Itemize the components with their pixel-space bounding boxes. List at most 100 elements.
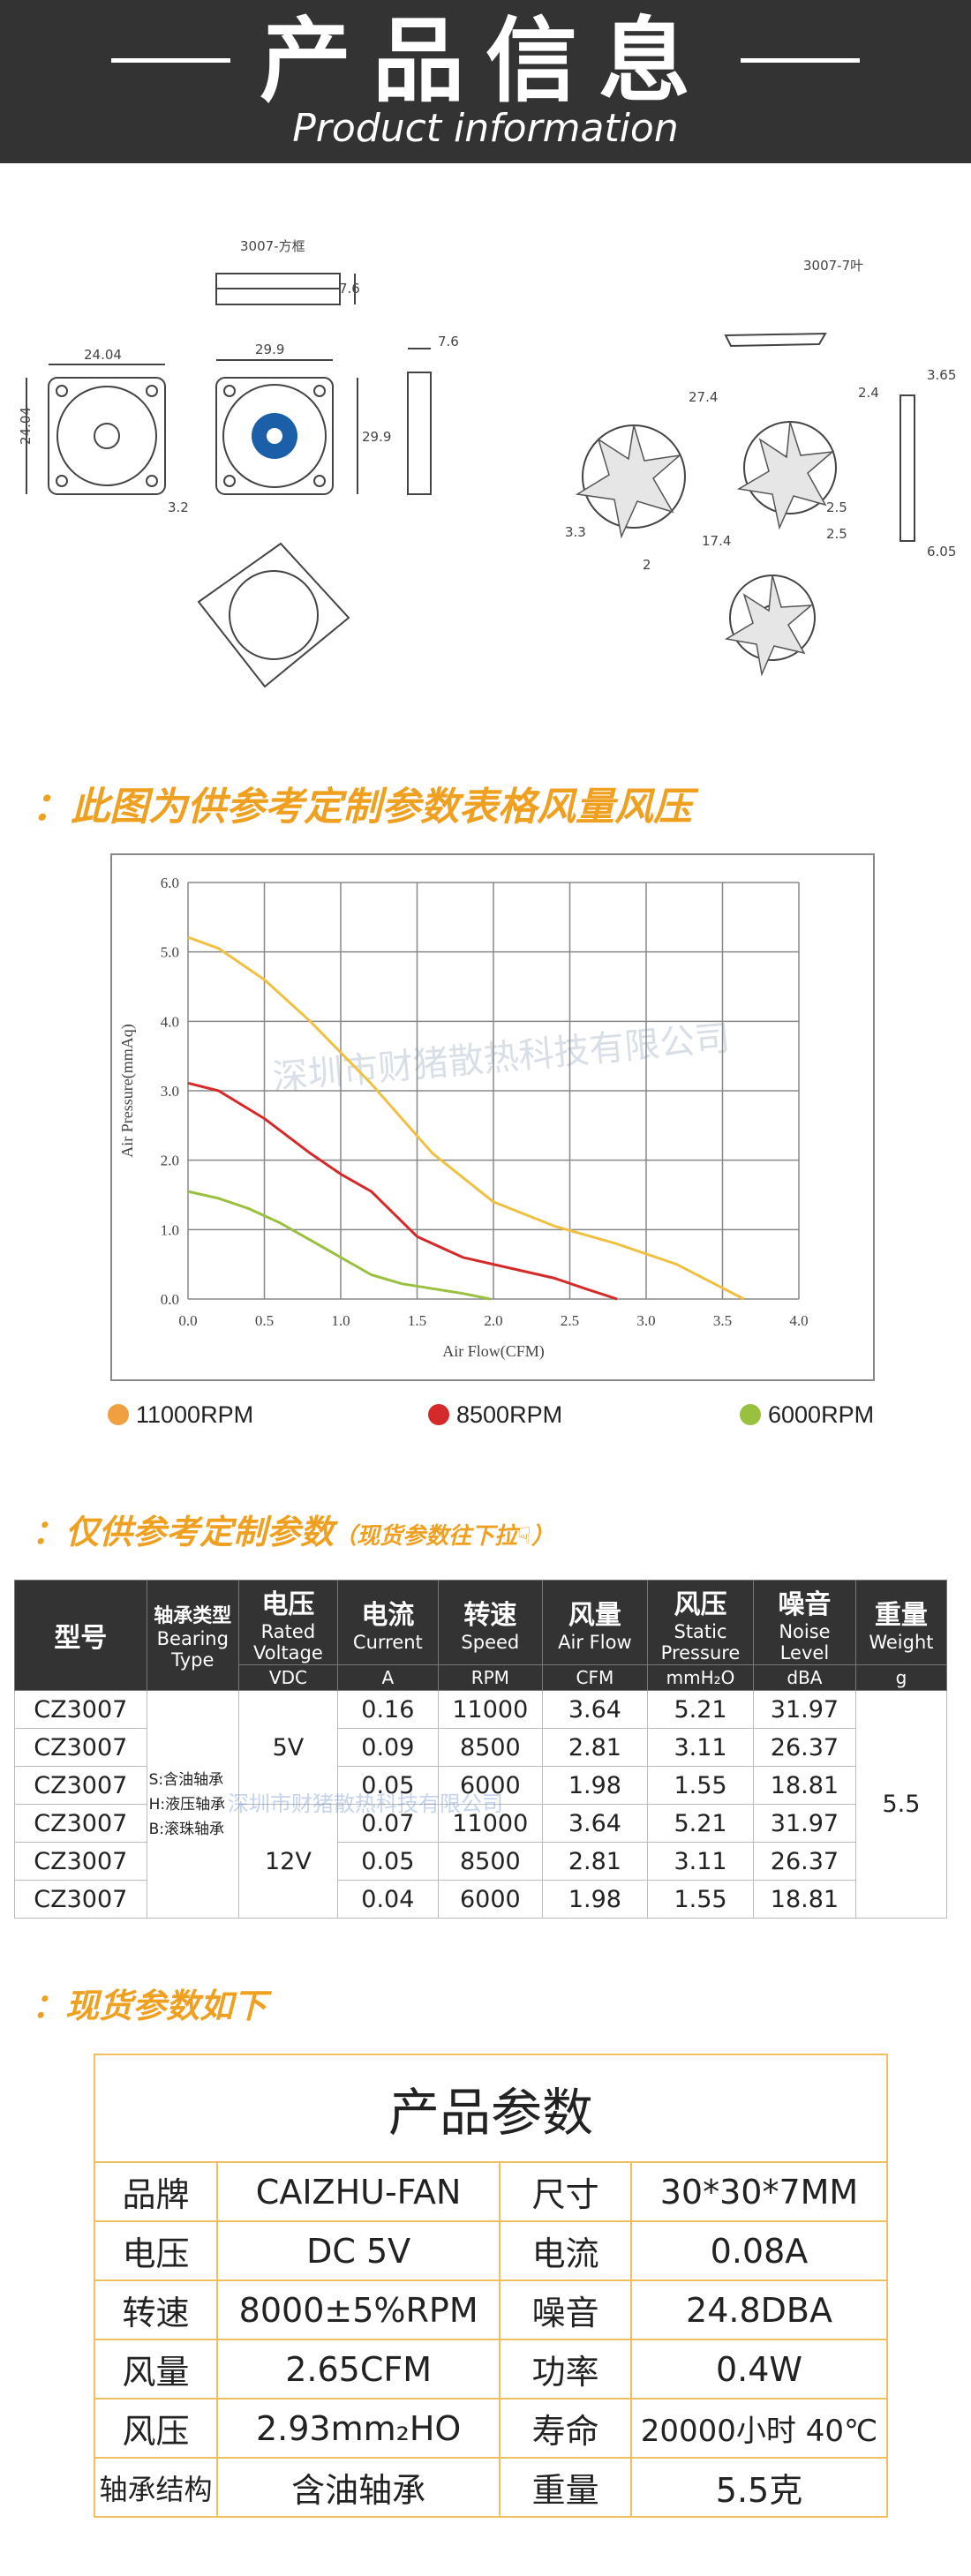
y-tick-label: 2.0	[161, 1153, 179, 1169]
blade-profile-view	[899, 394, 915, 542]
voltage-cell: 12V	[237, 1804, 338, 1919]
table-row: 风量 2.65CFM 功率 0.4W	[94, 2339, 889, 2400]
section-title: 此图为供参考定制参数表格风量风压	[71, 785, 692, 830]
blade-label: 3007-7叶	[803, 258, 863, 274]
frame-iso-view	[197, 542, 350, 688]
y-axis-label: Air Pressure(mmAq)	[118, 1024, 137, 1157]
unit-label: RPM	[437, 1664, 543, 1691]
y-tick-label: 1.0	[161, 1221, 179, 1238]
col-header-noise: 噪音 Noise Level	[753, 1580, 856, 1665]
stock-table-title: 产品参数	[94, 2054, 888, 2163]
col-header-voltage: 电压 Rated Voltage	[237, 1580, 338, 1665]
blade-shape	[575, 424, 682, 539]
fan-side-view	[407, 372, 432, 495]
legend-dot	[740, 1404, 761, 1425]
x-tick-label: 2.5	[561, 1312, 579, 1329]
series-line-8500RPM	[187, 1081, 618, 1301]
unit-label: mmH₂O	[646, 1664, 755, 1691]
series-line-11000RPM	[187, 935, 745, 1301]
dim-label: 24.04	[84, 347, 122, 363]
page-subtitle: Product information	[292, 106, 679, 151]
section-heading-stock: ：现货参数如下	[32, 1986, 267, 2025]
section-title: 现货参数如下	[65, 1986, 267, 2025]
series-line-6000RPM	[187, 1190, 491, 1301]
col-header-speed: 转速 Speed	[437, 1580, 543, 1665]
bearing-types-cell: S:含油轴承 H:液压轴承 B:滚珠轴承	[146, 1690, 239, 1919]
pq-chart-svg: 0.0 0.5 1.0 1.5 2.0 2.5 3.0 3.5 4.0 0.0 1.0 2.0 3.0 4…	[110, 853, 875, 1381]
col-header-weight: 重量 Weight	[854, 1580, 948, 1665]
table-row: 轴承结构 含油轴承 重量 5.5克	[94, 2457, 889, 2518]
x-tick-label: 1.5	[408, 1312, 426, 1329]
col-header-current: 电流 Current	[336, 1580, 439, 1665]
hand-pointer-icon: ☟）	[517, 1523, 554, 1550]
frame-front-view	[48, 377, 166, 495]
table-row: CZ3007 S:含油轴承 H:液压轴承 B:滚珠轴承 5V 0.16 1100…	[14, 1690, 948, 1919]
table-row: 风压 2.93mm₂HO 寿命 20000小时 40℃	[94, 2398, 889, 2459]
legend-item-8500: 8500RPM	[428, 1401, 562, 1429]
page-title: 产品信息	[259, 7, 711, 115]
x-tick-label: 1.0	[331, 1312, 350, 1329]
y-tick-label: 6.0	[161, 875, 179, 891]
technical-drawings: 3007-方框 3007-7叶 24.04 24.04 29.9 29.9 7.…	[18, 238, 956, 688]
header-banner: 产品信息 Product information	[0, 0, 971, 163]
dim-label: 2	[643, 557, 651, 573]
dim-label: 17.4	[702, 533, 731, 549]
legend-item-11000: 11000RPM	[108, 1401, 253, 1429]
x-axis-label: Air Flow(CFM)	[442, 1342, 545, 1361]
dim-label: 7.6	[438, 334, 459, 349]
fan-front-view	[215, 377, 334, 495]
legend-dot	[428, 1404, 449, 1425]
table-row: CZ3007 0.04 6000 1.98 1.55 18.81	[14, 1880, 947, 1919]
table-row: 转速 8000±5%RPM 噪音 24.8DBA	[94, 2279, 889, 2340]
dim-label: 29.9	[255, 342, 284, 357]
table-row: 电压 DC 5V 电流 0.08A	[94, 2220, 889, 2281]
dim-label: 24.04	[18, 407, 34, 445]
unit-label: CFM	[541, 1664, 648, 1691]
section-title: 仅供参考定制参数	[65, 1513, 335, 1551]
col-header-bearing: 轴承类型 Bearing Type	[146, 1580, 239, 1691]
dim-label: 2.4	[858, 385, 879, 401]
x-tick-label: 4.0	[789, 1312, 808, 1329]
x-tick-label: 3.5	[713, 1312, 732, 1329]
dim-label: 2.5	[826, 499, 847, 515]
unit-label: A	[336, 1664, 439, 1691]
unit-label: VDC	[237, 1664, 338, 1691]
blade-side-view	[724, 332, 827, 348]
chart-frame	[110, 853, 875, 1381]
x-tick-label: 3.0	[636, 1312, 655, 1329]
col-header-model: 型号	[14, 1580, 147, 1691]
dim-label: 3.65	[927, 367, 956, 383]
y-tick-label: 5.0	[161, 944, 179, 961]
header-left-line	[111, 58, 230, 63]
table-row: CZ3007 0.05 8500 2.81 3.11 26.37	[14, 1842, 947, 1881]
table-row: 品牌 CAIZHU-FAN 尺寸 30*30*7MM	[94, 2161, 889, 2222]
legend-item-6000: 6000RPM	[740, 1401, 874, 1429]
weight-cell: 5.5	[854, 1690, 948, 1919]
col-header-pressure: 风压 Static Pressure	[646, 1580, 755, 1665]
x-tick-label: 0.0	[178, 1312, 197, 1329]
y-tick-label: 4.0	[161, 1013, 179, 1030]
table-watermark: 深圳市财猪散热科技有限公司	[228, 1791, 503, 1816]
dim-label: 29.9	[362, 429, 391, 445]
unit-label: g	[854, 1664, 948, 1691]
section-heading-chart: ：此图为供参考定制参数表格风量风压	[32, 785, 692, 830]
legend-dot	[108, 1404, 129, 1425]
dim-label: 3.3	[565, 524, 586, 540]
header-right-line	[741, 58, 860, 63]
dim-label: 2.5	[826, 526, 847, 542]
dim-label: 27.4	[689, 389, 718, 405]
section-heading-custom: ：仅供参考定制参数（现货参数往下拉☟）	[32, 1513, 554, 1551]
y-tick-label: 0.0	[161, 1291, 179, 1308]
frame-label: 3007-方框	[240, 238, 305, 254]
col-header-airflow: 风量 Air Flow	[541, 1580, 648, 1665]
x-tick-label: 0.5	[255, 1312, 274, 1329]
y-tick-label: 3.0	[161, 1083, 179, 1100]
voltage-cell: 5V	[237, 1690, 338, 1805]
spec-table: 型号 轴承类型 Bearing Type 电压 Rated Voltage 电流 Cu…	[14, 1580, 948, 1919]
dim-label: 6.05	[927, 544, 956, 560]
unit-label: dBA	[753, 1664, 856, 1691]
x-tick-label: 2.0	[484, 1312, 502, 1329]
dim-label: 3.2	[168, 499, 189, 515]
dim-label: 7.6	[339, 281, 360, 297]
stock-table: 产品参数 品牌 CAIZHU-FAN 尺寸 30*30*7MM 电压 DC 5V …	[94, 2054, 889, 2518]
